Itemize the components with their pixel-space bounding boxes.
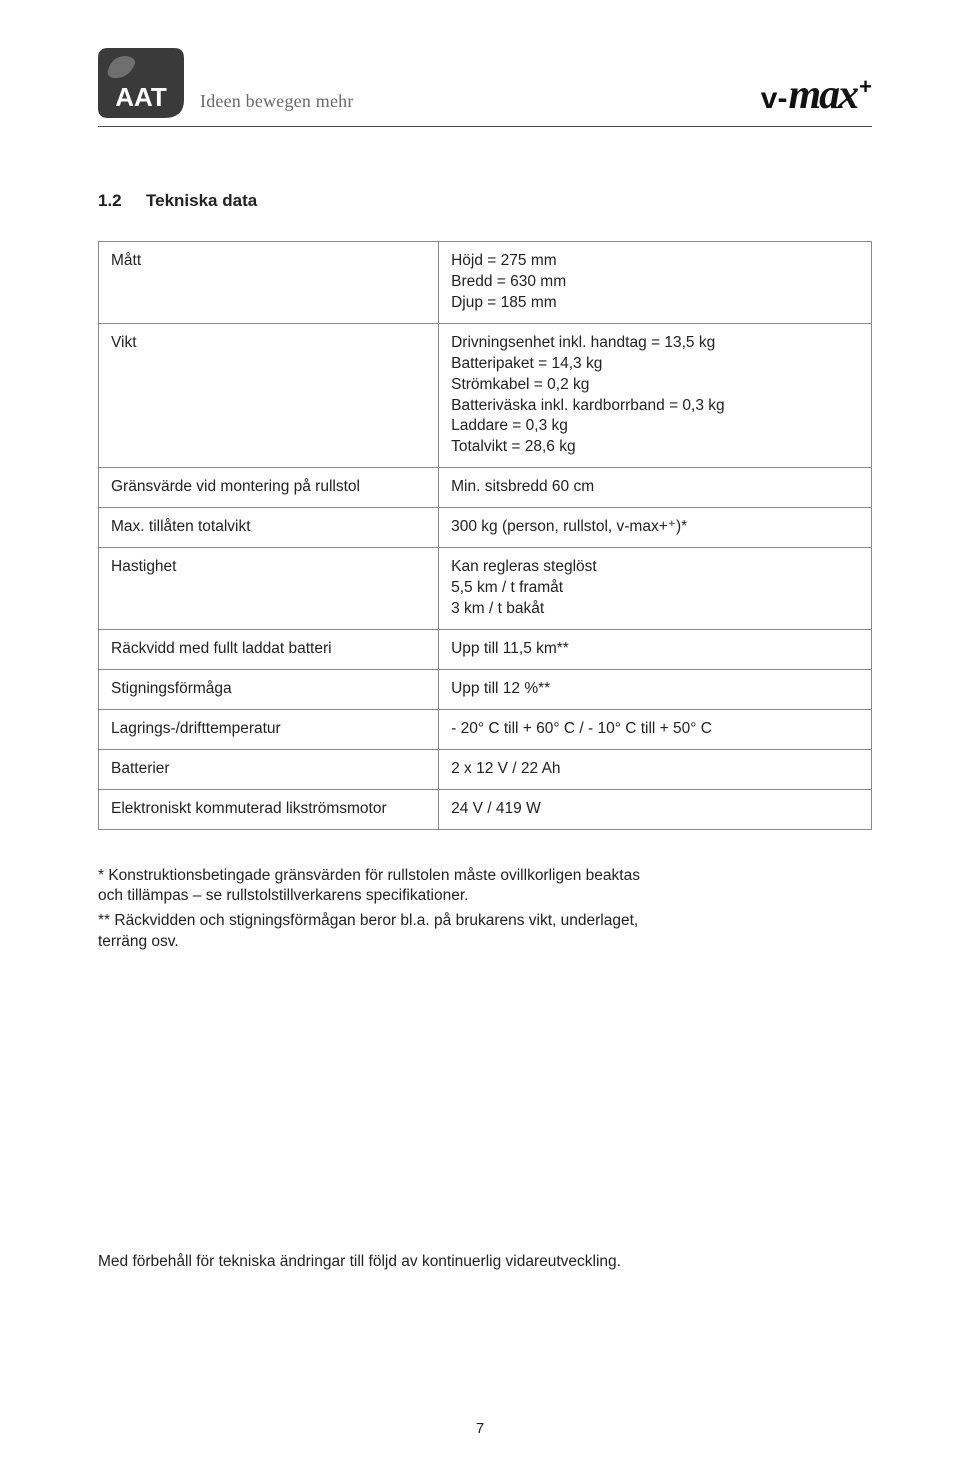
table-cell-label: Max. tillåten totalvikt <box>99 508 439 548</box>
svg-text:AAT: AAT <box>115 82 167 112</box>
brand-logo: v - max + <box>761 82 872 118</box>
page-number: 7 <box>0 1420 960 1437</box>
header-rule <box>98 126 872 127</box>
table-cell-label: Batterier <box>99 749 439 789</box>
spec-table: MåttHöjd = 275 mm Bredd = 630 mm Djup = … <box>98 241 872 830</box>
table-cell-value: Drivningsenhet inkl. handtag = 13,5 kg B… <box>439 323 872 468</box>
table-cell-label: Lagrings-/drifttemperatur <box>99 709 439 749</box>
table-cell-value: Upp till 11,5 km** <box>439 629 872 669</box>
brand-dash: - <box>777 82 787 116</box>
table-row: HastighetKan regleras steglöst 5,5 km / … <box>99 548 872 630</box>
table-cell-value: Upp till 12 %** <box>439 669 872 709</box>
table-cell-label: Gränsvärde vid montering på rullstol <box>99 468 439 508</box>
table-cell-label: Hastighet <box>99 548 439 630</box>
tagline: Ideen bewegen mehr <box>200 91 354 118</box>
spec-table-body: MåttHöjd = 275 mm Bredd = 630 mm Djup = … <box>99 242 872 830</box>
footnotes: * Konstruktionsbetingade gränsvärden för… <box>98 866 658 954</box>
table-cell-label: Elektroniskt kommuterad likströmsmotor <box>99 789 439 829</box>
brand-v: v <box>761 82 777 116</box>
table-row: Lagrings-/drifttemperatur- 20° C till + … <box>99 709 872 749</box>
table-cell-label: Mått <box>99 242 439 324</box>
table-cell-value: - 20° C till + 60° C / - 10° C till + 50… <box>439 709 872 749</box>
table-cell-value: Kan regleras steglöst 5,5 km / t framåt … <box>439 548 872 630</box>
table-row: MåttHöjd = 275 mm Bredd = 630 mm Djup = … <box>99 242 872 324</box>
table-row: ViktDrivningsenhet inkl. handtag = 13,5 … <box>99 323 872 468</box>
table-cell-value: 300 kg (person, rullstol, v-max+⁺)* <box>439 508 872 548</box>
footnote-1: * Konstruktionsbetingade gränsvärden för… <box>98 866 658 908</box>
page-header: AAT Ideen bewegen mehr v - max + <box>98 48 872 118</box>
table-cell-label: Vikt <box>99 323 439 468</box>
brand-plus: + <box>859 74 872 100</box>
table-cell-value: Höjd = 275 mm Bredd = 630 mm Djup = 185 … <box>439 242 872 324</box>
aat-logo-icon: AAT <box>98 48 184 118</box>
page: AAT Ideen bewegen mehr v - max + 1.2Tekn… <box>0 0 960 1473</box>
reservation-note: Med förbehåll för tekniska ändringar til… <box>98 1253 872 1271</box>
table-cell-value: 24 V / 419 W <box>439 789 872 829</box>
logo-block: AAT Ideen bewegen mehr <box>98 48 354 118</box>
table-cell-label: Räckvidd med fullt laddat batteri <box>99 629 439 669</box>
table-row: StigningsförmågaUpp till 12 %** <box>99 669 872 709</box>
table-row: Batterier2 x 12 V / 22 Ah <box>99 749 872 789</box>
table-row: Elektroniskt kommuterad likströmsmotor24… <box>99 789 872 829</box>
section-title: Tekniska data <box>146 191 257 210</box>
table-row: Gränsvärde vid montering på rullstolMin.… <box>99 468 872 508</box>
footnote-2: ** Räckvidden och stigningsförmågan bero… <box>98 911 658 953</box>
table-cell-value: Min. sitsbredd 60 cm <box>439 468 872 508</box>
table-cell-label: Stigningsförmåga <box>99 669 439 709</box>
table-cell-value: 2 x 12 V / 22 Ah <box>439 749 872 789</box>
section-number: 1.2 <box>98 191 146 211</box>
brand-max: max <box>788 83 857 108</box>
section-heading: 1.2Tekniska data <box>98 191 872 211</box>
table-row: Räckvidd med fullt laddat batteriUpp til… <box>99 629 872 669</box>
table-row: Max. tillåten totalvikt300 kg (person, r… <box>99 508 872 548</box>
